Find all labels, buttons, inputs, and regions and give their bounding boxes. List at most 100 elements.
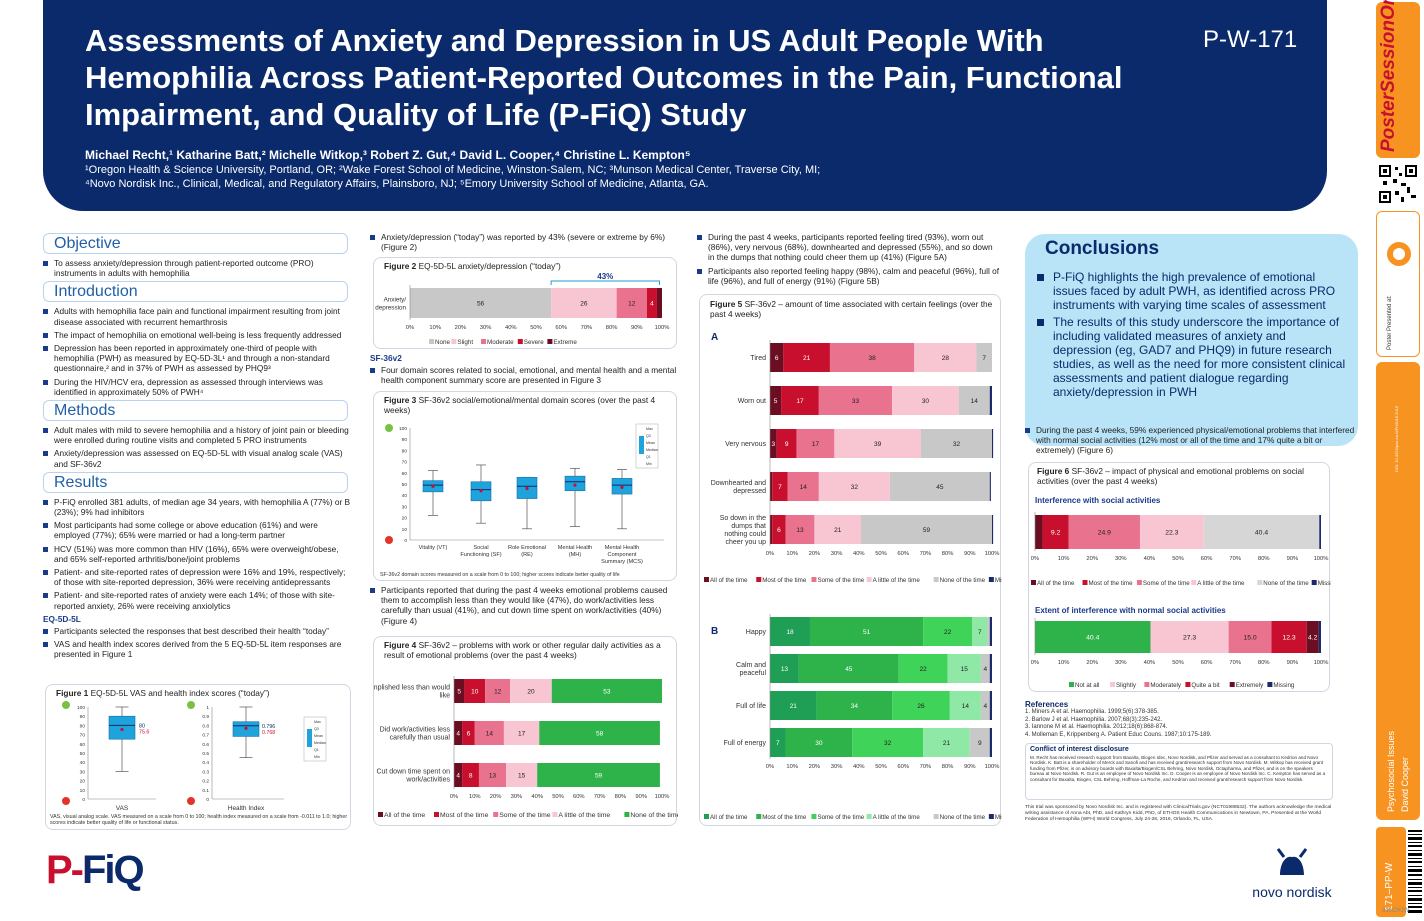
figure-1: Figure 1 EQ-5D-5L VAS and health index s… — [45, 684, 351, 830]
x-tick-label: 80% — [606, 325, 618, 331]
y-tick-label: 10 — [80, 788, 86, 794]
data-label: 39 — [874, 441, 882, 448]
pfiq-logo-text: P-FiQ — [46, 848, 145, 892]
data-label: 5 — [774, 398, 778, 405]
x-tick-label: 70% — [581, 325, 593, 331]
poster-title: Assessments of Anxiety and Depression in… — [85, 23, 1123, 132]
x-tick-label: 60% — [1201, 556, 1213, 562]
data-label: 34 — [851, 703, 859, 710]
brand-badge[interactable]: PosterSessionOnline — [1376, 0, 1420, 158]
legend-swatch — [493, 812, 499, 817]
y-tick-label: 0.2 — [202, 779, 209, 785]
x-tick-label: 0% — [766, 551, 774, 557]
legend-swatch — [866, 814, 872, 819]
bar-segment — [798, 654, 899, 683]
legend-entry: Most of the time — [762, 814, 807, 821]
data-label: 26 — [917, 703, 925, 710]
x-tick-label: 40% — [505, 325, 517, 331]
y-tick-label: 30 — [80, 769, 86, 775]
results-list: P-FiQ enrolled 381 adults, of median age… — [43, 497, 353, 611]
figure-3-note: SF-36v2 domain scores measured on a scal… — [380, 572, 620, 578]
y-tick-label: 0 — [404, 538, 407, 544]
category-label: work/activities — [405, 777, 450, 784]
x-tick-label: 10% — [786, 764, 798, 770]
bar-segment — [816, 691, 893, 720]
x-tick-label: 30% — [511, 794, 523, 800]
bar-segment — [976, 343, 992, 372]
key-label: Median — [314, 741, 326, 745]
legend-swatch — [547, 339, 553, 344]
x-tick-label: 40% — [853, 764, 865, 770]
x-tick-label: 80% — [1258, 660, 1270, 666]
data-label: 13 — [489, 773, 497, 780]
data-label: 22.3 — [1165, 530, 1178, 537]
bar-segment — [892, 691, 950, 720]
category-label: Anxiety/ — [384, 297, 407, 304]
category-label: Did work/activities less — [380, 727, 451, 734]
y-tick-label: 80 — [402, 448, 408, 454]
panel-a-label: A — [711, 332, 719, 343]
bar-segment — [776, 429, 797, 458]
key-box — [635, 423, 659, 469]
presented-at: Poster Presented at: — [1387, 295, 1393, 350]
x-tick-label: 80% — [942, 551, 954, 557]
congress-logo-panel: Poster Presented at: — [1376, 211, 1420, 357]
category-label: Downhearted and — [711, 480, 766, 487]
list-item: During the HIV/HCV era, depression as as… — [43, 377, 353, 397]
list-item: VAS and health index scores derived from… — [43, 639, 353, 659]
y-tick-label: 30 — [402, 504, 408, 510]
data-label: 22 — [944, 629, 952, 636]
x-tick-label: 80% — [942, 764, 954, 770]
legend-entry: Some of the time — [499, 812, 551, 819]
col2-mid: Participants reported that during the pa… — [370, 585, 678, 629]
objective-list: To assess anxiety/depression through pat… — [43, 258, 353, 278]
legend-entry: Missing — [1273, 682, 1295, 689]
conclusions-list: P-FiQ highlights the high prevalence of … — [1037, 270, 1347, 402]
figure-6b-chart: 40.4 27.3 15.0 12.3 4.2 0% 10% 20% 30% 40% 50% 60% 7… — [1031, 618, 1328, 689]
legend-entry: Some of the time — [817, 577, 864, 584]
category-label: Full of life — [736, 703, 766, 710]
legend-swatch — [1191, 580, 1197, 585]
x-category-label: Vitality (VT) — [419, 545, 448, 551]
x-category-label: (MH) — [569, 552, 582, 558]
pfiq-logo: P-FiQ — [46, 848, 145, 893]
data-label: 45 — [845, 666, 853, 673]
code-band: 171–PP-W — [1376, 827, 1406, 917]
bar-segment — [796, 429, 835, 458]
y-tick-label: 0 — [206, 797, 209, 803]
bar-segment — [787, 472, 819, 501]
bar-segment — [980, 654, 990, 683]
legend-swatch — [434, 812, 439, 817]
x-tick-label: 20% — [455, 325, 467, 331]
data-label: 12.3 — [1282, 635, 1295, 642]
legend-swatch — [704, 814, 709, 819]
legend-entry: Slight — [457, 339, 473, 346]
x-category-label: Summary (MCS) — [601, 559, 643, 565]
figure-1-label: Figure 1 — [56, 688, 89, 698]
x-tick-label: 100% — [985, 551, 1000, 557]
sf36-list: Four domain scores related to social, em… — [370, 365, 678, 385]
y-tick-label: 0.5 — [202, 751, 209, 757]
list-item: HCV (51%) was more common than HIV (16%)… — [43, 544, 353, 564]
data-label: 24.9 — [1098, 530, 1111, 537]
legend-entry: None of the time — [1263, 580, 1309, 587]
data-label: 3 — [772, 441, 776, 448]
key-label: Max — [314, 720, 321, 724]
data-label: 7 — [978, 629, 982, 636]
bar-segment — [462, 721, 475, 745]
y-tick-label: 0.8 — [202, 723, 209, 729]
x-tick-label: 20% — [809, 764, 821, 770]
bar-segment — [1150, 621, 1229, 653]
legend-entry: None of the time — [940, 577, 986, 584]
col3-list: During the past 4 weeks, participants re… — [697, 232, 1001, 286]
qr-code[interactable] — [1377, 163, 1419, 205]
figure-2-label: Figure 2 — [384, 261, 417, 271]
category-label: dumps that — [731, 523, 766, 530]
data-label: 22 — [920, 666, 928, 673]
y-tick-label: 90 — [80, 714, 86, 720]
x-tick-label: 30% — [831, 551, 843, 557]
data-label: 59 — [923, 527, 931, 534]
y-tick-label: 20 — [80, 779, 86, 785]
legend-swatch — [1069, 682, 1074, 687]
legend-swatch — [1031, 580, 1036, 585]
